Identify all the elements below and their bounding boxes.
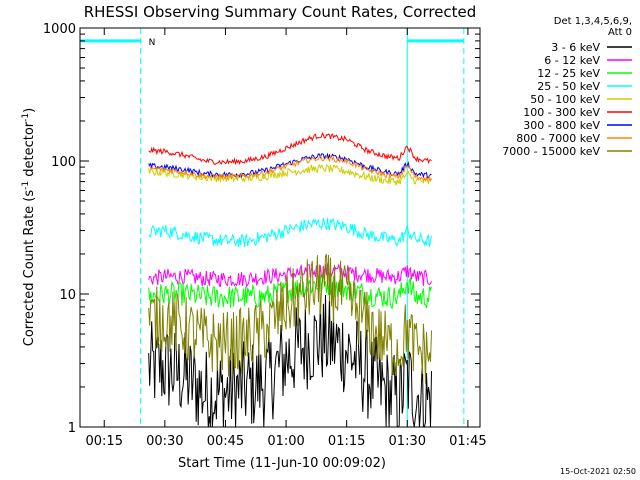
series-line-5 — [148, 132, 432, 166]
y-tick-label: 1 — [68, 421, 76, 436]
series-line-3 — [148, 217, 432, 248]
plot-frame — [79, 27, 481, 428]
x-tick-label: 01:45 — [449, 434, 486, 449]
x-tick-label: 00:45 — [207, 434, 244, 449]
y-tick-label: 10 — [59, 288, 76, 303]
plot-area: N — [80, 28, 465, 428]
legend-label: 6 - 12 keV — [544, 54, 600, 67]
legend-label: 50 - 100 keV — [530, 93, 600, 106]
y-tick-label: 100 — [51, 155, 76, 170]
x-tick-label: 01:30 — [389, 434, 426, 449]
legend-label: 12 - 25 keV — [537, 67, 600, 80]
axes: 00:15 00:30 00:45 01:00 01:15 01:30 01:45 1 10 10… — [43, 22, 487, 449]
chart-title: RHESSI Observing Summary Count Rates, Co… — [84, 3, 477, 21]
y-axis-label: Corrected Count Rate (s-1 detector-1) — [21, 108, 37, 346]
y-tick-label: 1000 — [43, 22, 76, 37]
legend-label: 100 - 300 keV — [523, 106, 600, 119]
series-line-8 — [148, 253, 432, 384]
series-line-0 — [148, 294, 432, 428]
flag-label: N — [149, 38, 156, 48]
legend-label: 800 - 7000 keV — [516, 132, 600, 145]
legend-label: 3 - 6 keV — [551, 41, 600, 54]
legend-header: Det 1,3,4,5,6,9, — [554, 16, 632, 27]
series-line-2 — [148, 272, 432, 310]
legend-header: Att 0 — [608, 27, 632, 38]
series-line-7 — [148, 154, 432, 183]
footer-timestamp: 15-Oct-2021 02:50 — [560, 467, 636, 476]
x-tick-label: 00:15 — [86, 434, 123, 449]
series-line-4 — [148, 163, 432, 186]
series-line-1 — [148, 263, 432, 289]
legend-label: 7000 - 15000 keV — [502, 145, 600, 158]
legend-label: 300 - 800 keV — [523, 119, 600, 132]
x-tick-label: 01:00 — [267, 434, 304, 449]
x-tick-label: 00:30 — [146, 434, 183, 449]
x-tick-label: 01:15 — [328, 434, 365, 449]
legend-label: 25 - 50 keV — [537, 80, 600, 93]
x-axis-label: Start Time (11-Jun-10 00:09:02) — [178, 456, 386, 471]
